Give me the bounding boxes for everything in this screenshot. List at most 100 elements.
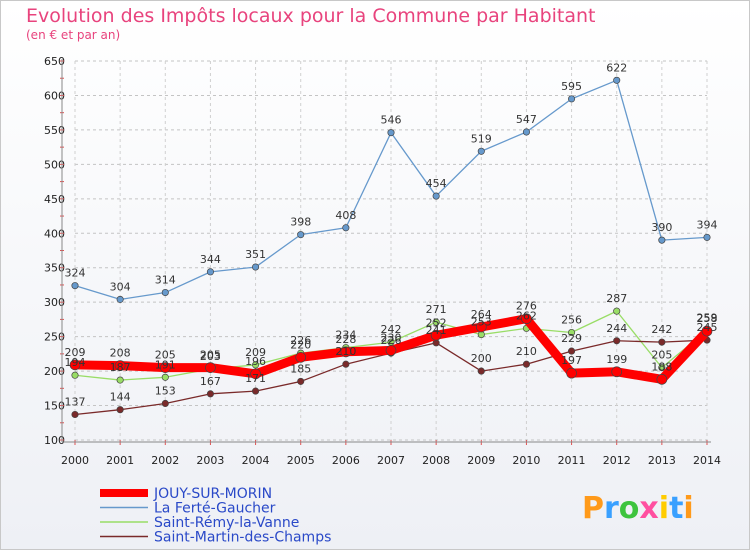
data-point [613,307,621,315]
data-point [116,406,124,414]
data-point [432,318,440,326]
data-label: 187 [110,361,131,374]
data-point [295,351,307,363]
data-point [116,376,124,384]
data-label: 210 [335,345,356,358]
x-tick-label: 2013 [648,454,676,467]
x-tick-label: 2012 [603,454,631,467]
x-tick-label: 2005 [287,454,315,467]
legend-label: Saint-Rémy-la-Vanne [154,515,299,531]
data-point [477,147,485,155]
y-tick-label: 350 [44,262,65,275]
data-label: 226 [381,334,402,347]
data-label: 194 [65,356,86,369]
data-label: 205 [155,349,176,362]
y-tick-label: 250 [44,331,65,344]
data-label: 209 [245,346,266,359]
data-label: 226 [290,334,311,347]
logo-letter: o [619,491,640,526]
data-label: 398 [290,216,311,229]
data-label: 153 [155,384,176,397]
data-label: 205 [651,349,672,362]
data-label: 271 [426,303,447,316]
x-tick-label: 2008 [422,454,450,467]
series-layer [69,76,713,419]
data-point [69,359,81,371]
data-point [387,129,395,137]
data-point [71,371,79,379]
data-label: 408 [335,209,356,222]
data-label: 454 [426,177,447,190]
logo-letter: r [604,491,619,526]
data-point [252,263,260,271]
data-point [475,321,487,333]
y-tick-label: 300 [44,296,65,309]
data-label: 394 [697,218,718,231]
proxiti-logo: Proxiti [582,491,694,526]
data-label: 230 [381,331,402,344]
data-label: 252 [426,316,447,329]
data-label: 242 [381,323,402,336]
legend-label: JOUY-SUR-MORIN [153,486,272,502]
data-point [477,367,485,375]
data-point [385,345,397,356]
x-tick-label: 2001 [106,454,134,467]
data-label: 519 [471,132,492,145]
data-label: 191 [155,358,176,371]
data-label: 199 [606,353,627,366]
data-point [161,399,169,408]
data-label: 242 [651,323,672,336]
data-label: 287 [606,292,627,305]
legend-label: Saint-Martin-des-Champs [154,530,331,546]
data-point [568,328,576,337]
data-point [701,325,713,337]
data-label: 210 [516,345,537,358]
x-tick-label: 2000 [61,454,89,467]
data-label: 137 [65,396,86,409]
data-point [252,361,260,369]
logo-letter: i [683,491,693,526]
data-label: 185 [290,362,311,375]
x-tick-label: 2014 [693,454,721,467]
data-point [656,374,668,385]
y-tick-label: 150 [44,400,65,413]
data-label: 622 [606,61,627,74]
data-point [658,236,666,244]
data-label: 188 [651,360,672,373]
data-label: 546 [381,114,402,127]
data-label: 229 [561,332,582,345]
data-point [297,231,305,239]
x-tick-label: 2002 [151,454,179,467]
data-point [568,95,576,103]
y-tick-label: 450 [44,193,65,206]
data-label: 258 [697,312,718,325]
x-tick-label: 2004 [242,454,270,467]
x-tick-label: 2007 [377,454,405,467]
data-point [613,76,621,84]
data-label: 241 [426,324,447,337]
data-label: 205 [200,349,221,362]
data-label: 209 [65,346,86,359]
data-label: 208 [110,347,131,360]
data-label: 220 [290,338,311,351]
data-labels: 209 208 205 205 196 220 228 230 252 264 276 197 199 1… [65,61,718,408]
data-point [161,373,169,381]
data-point [432,192,440,200]
data-label: 167 [200,375,221,388]
y-tick-label: 400 [44,227,65,240]
data-point [658,338,666,346]
data-point [522,360,530,368]
data-point [161,288,169,297]
data-label: 244 [606,322,627,335]
logo-letter: t [669,491,683,526]
logo-letter: i [659,491,669,526]
chart-title: Evolution des Impôts locaux pour la Comm… [26,5,596,27]
data-label: 259 [697,311,718,324]
data-point [566,367,577,379]
data-label: 547 [516,113,537,126]
logo-letter: P [582,491,604,526]
data-label: 314 [155,274,176,287]
logo-letter: x [639,491,658,526]
